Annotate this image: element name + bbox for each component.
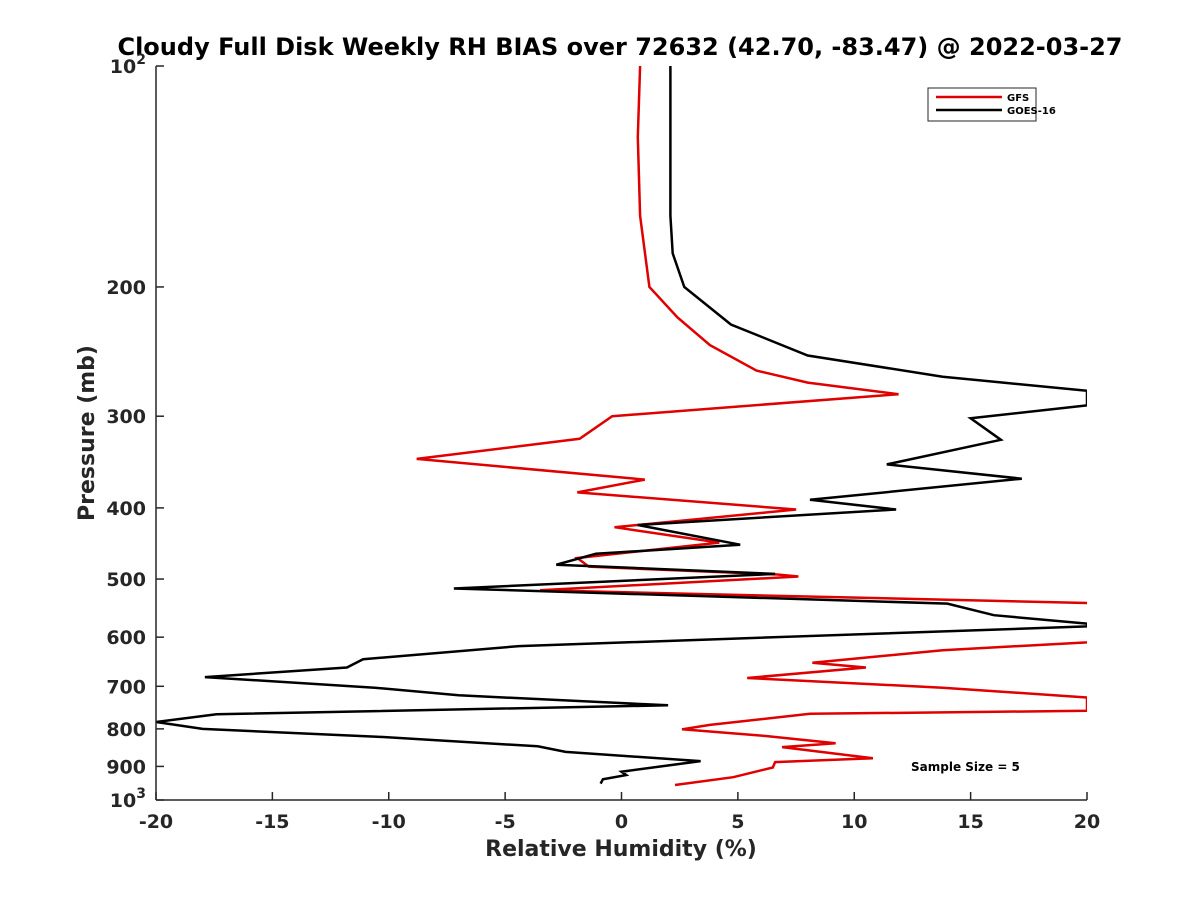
x-tick-label: 5 — [731, 811, 744, 833]
series-layer — [156, 66, 1087, 787]
sample-size-annotation: Sample Size = 5 — [911, 760, 1020, 774]
legend-box — [927, 87, 1037, 122]
y-tick-label: 102 — [110, 52, 146, 78]
y-tick-label: 600 — [106, 627, 146, 649]
legend-label-gfs: GFS — [1007, 93, 1029, 104]
x-tick-label: -15 — [255, 811, 289, 833]
x-tick-label: -5 — [495, 811, 516, 833]
y-tick-label: 900 — [106, 756, 146, 778]
series-line-gfs — [416, 66, 1087, 787]
x-ticks: -20 -15 -10 -5 0 5 10 15 20 — [139, 792, 1100, 833]
x-tick-label: -10 — [372, 811, 406, 833]
x-tick-label: 10 — [841, 811, 867, 833]
y-tick-label: 700 — [106, 676, 146, 698]
y-tick-label: 300 — [106, 406, 146, 428]
series-line-goes16 — [156, 66, 1087, 785]
chart-title: Cloudy Full Disk Weekly RH BIAS over 726… — [117, 33, 1122, 61]
y-tick-label: 800 — [106, 719, 146, 741]
y-tick-label: 500 — [106, 569, 146, 591]
x-axis-label: Relative Humidity (%) — [485, 837, 757, 862]
x-tick-label: 20 — [1074, 811, 1100, 833]
y-tick-label: 400 — [106, 498, 146, 520]
y-tick-label: 200 — [106, 277, 146, 299]
y-tick-label: 103 — [110, 786, 146, 812]
y-axis-label: Pressure (mb) — [75, 345, 100, 521]
y-ticks: 102 200 300 400 500 600 700 800 900 103 — [106, 52, 164, 812]
legend: GFS GOES-16 — [927, 87, 1056, 122]
x-tick-label: 15 — [957, 811, 983, 833]
legend-label-goes16: GOES-16 — [1007, 106, 1056, 117]
x-tick-label: -20 — [139, 811, 173, 833]
x-tick-label: 0 — [615, 811, 628, 833]
